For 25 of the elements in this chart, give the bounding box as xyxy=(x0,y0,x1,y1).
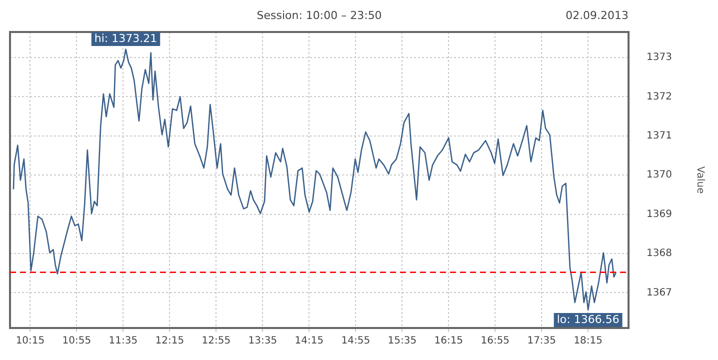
annotation: lo: 1366.56 xyxy=(556,312,620,326)
x-tick-label: 11:35 xyxy=(108,336,138,347)
y-tick-label: 1367 xyxy=(646,287,672,298)
annotation: hi: 1373.21 xyxy=(94,32,158,45)
y-tick-label: 1370 xyxy=(646,170,672,181)
x-tick-label: 15:35 xyxy=(388,336,417,347)
x-tick-label: 13:35 xyxy=(248,336,278,347)
text: 02.09.2013 xyxy=(566,8,629,22)
y-tick-label: 1369 xyxy=(646,208,672,220)
x-tick-label: 16:55 xyxy=(480,336,510,347)
x-tick-label: 10:55 xyxy=(62,336,92,347)
y-tick-label: 1368 xyxy=(646,248,672,260)
x-tick-label: 12:15 xyxy=(155,336,184,347)
x-tick-label: 16:15 xyxy=(434,336,464,347)
chart-title: Session: 10:00 – 23:50 xyxy=(256,8,382,22)
x-tick-label: 14:55 xyxy=(341,336,370,347)
x-tick-label: 14:15 xyxy=(294,336,324,347)
y-axis-title: Value xyxy=(694,166,706,194)
y-tick-label: 1371 xyxy=(646,130,672,142)
x-tick-label: 12:55 xyxy=(202,336,231,347)
x-tick-label: 17:35 xyxy=(527,336,556,347)
x-tick-label: 10:15 xyxy=(16,336,45,347)
x-tick-label: 18:15 xyxy=(574,336,603,347)
y-tick-label: 1372 xyxy=(646,91,672,102)
y-tick-label: 1373 xyxy=(646,52,672,64)
